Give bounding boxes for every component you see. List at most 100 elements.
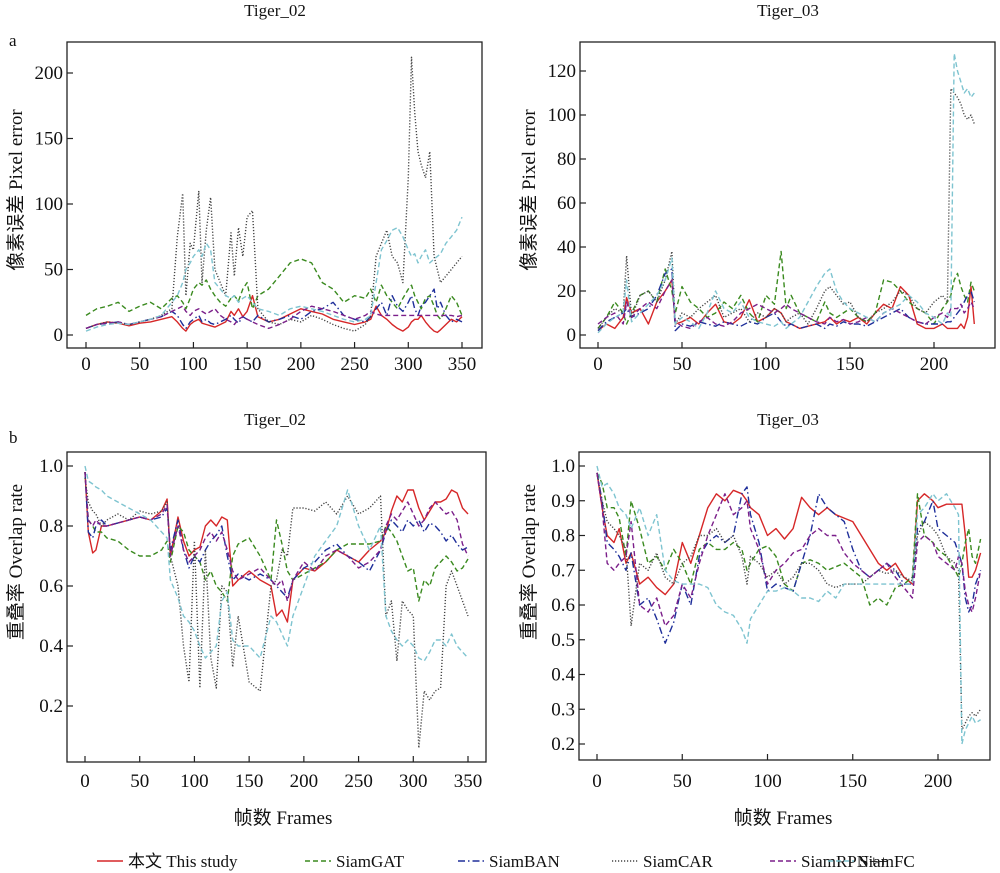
x-tick-label: 50 xyxy=(673,771,692,792)
series-group xyxy=(597,52,975,334)
series-line-siamfc xyxy=(597,52,975,334)
x-tick-label: 100 xyxy=(752,354,781,375)
chart-title: Tiger_03 xyxy=(757,1,819,20)
y-tick-label: 0.8 xyxy=(551,526,575,547)
x-tick-label: 0 xyxy=(592,771,602,792)
legend-label: SiamFC xyxy=(859,852,915,871)
x-tick-label: 350 xyxy=(454,771,483,792)
plot-area: 0 50 100 150 200 0 20 40 60 80 100 120 xyxy=(548,41,996,375)
panel-letter: a xyxy=(9,31,17,50)
series-line-siamgat xyxy=(85,258,463,320)
x-axis-label: 帧数 Frames xyxy=(734,807,833,829)
plot-area: 0 50 100 150 200 250 300 350 0.2 0.4 0.6 0.8 1.0 xyxy=(39,451,487,792)
y-axis-label: 重叠率 Overlap rate xyxy=(5,484,27,640)
series-line-siamrpn xyxy=(596,472,982,627)
panel-b-right-chart: Tiger_03 重叠率 Overlap rate 帧数 Frames 0 50 1… xyxy=(518,410,991,829)
chart-title: Tiger_02 xyxy=(244,410,306,429)
x-axis-label: 帧数 Frames xyxy=(234,807,333,829)
y-tick-label: 0.5 xyxy=(551,630,575,651)
plot-frame xyxy=(66,451,487,763)
y-tick-label: 0.7 xyxy=(551,560,575,581)
x-tick-label: 300 xyxy=(394,354,423,375)
y-tick-label: 50 xyxy=(44,260,63,281)
y-tick-label: 0 xyxy=(567,325,577,346)
y-tick-label: 0.6 xyxy=(39,576,63,597)
y-tick-label: 150 xyxy=(35,129,64,150)
legend-label: SiamBAN xyxy=(489,852,560,871)
x-tick-label: 50 xyxy=(673,354,692,375)
x-tick-label: 150 xyxy=(839,771,868,792)
x-tick-label: 150 xyxy=(233,354,262,375)
y-tick-label: 0.2 xyxy=(551,734,575,755)
y-tick-label: 200 xyxy=(35,63,64,84)
x-tick-label: 100 xyxy=(753,771,782,792)
y-tick-label: 0.2 xyxy=(39,696,63,717)
y-axis-label: 重叠率 Overlap rate xyxy=(518,484,540,640)
series-line-siamfc xyxy=(85,216,463,332)
x-tick-label: 250 xyxy=(340,354,369,375)
x-tick-label: 200 xyxy=(920,354,949,375)
plot-area: 0 50 100 150 200 0.2 0.3 0.4 0.5 0.6 0.7 0.8 0.9 1.0 xyxy=(551,451,991,792)
legend-label: SiamGAT xyxy=(336,852,405,871)
plot-frame xyxy=(66,41,483,349)
x-tick-label: 0 xyxy=(81,354,91,375)
legend-label: 本文 This study xyxy=(128,852,238,871)
series-line-siamban xyxy=(85,288,463,330)
chart-title: Tiger_03 xyxy=(757,410,819,429)
y-tick-label: 0.4 xyxy=(39,636,63,657)
x-tick-label: 150 xyxy=(235,771,264,792)
series-line-this_study xyxy=(84,471,469,623)
x-tick-label: 100 xyxy=(179,354,208,375)
series-line-siamcar xyxy=(85,56,463,332)
x-tick-label: 0 xyxy=(593,354,603,375)
series-line-siamcar xyxy=(596,472,982,731)
x-tick-label: 50 xyxy=(130,771,149,792)
panel-a-left-chart: Tiger_02 a 像素误差 Pixel error 0 50 100 150 200… xyxy=(5,1,483,375)
series-line-siamrpn xyxy=(85,305,463,330)
legend-item-this_study: 本文 This study xyxy=(97,852,238,871)
y-tick-label: 1.0 xyxy=(39,456,63,477)
series-line-siamgat xyxy=(597,250,975,329)
y-tick-label: 0.3 xyxy=(551,699,575,720)
y-tick-label: 0.4 xyxy=(551,665,575,686)
x-tick-label: 0 xyxy=(80,771,90,792)
x-tick-label: 300 xyxy=(399,771,428,792)
series-line-this_study xyxy=(597,279,975,332)
y-tick-label: 0.8 xyxy=(39,516,63,537)
y-tick-label: 100 xyxy=(35,194,64,215)
plot-frame xyxy=(579,41,996,349)
series-line-siamrpn xyxy=(597,279,975,330)
x-tick-label: 200 xyxy=(287,354,316,375)
panel-b-left-chart: Tiger_02 b 重叠率 Overlap rate 帧数 Frames 0 5… xyxy=(5,410,487,829)
y-tick-label: 80 xyxy=(557,149,576,170)
plot-frame xyxy=(578,451,991,761)
y-tick-label: 0.9 xyxy=(551,491,575,512)
y-tick-label: 120 xyxy=(548,61,577,82)
x-tick-label: 350 xyxy=(448,354,477,375)
series-line-siamgat xyxy=(84,471,469,602)
series-group xyxy=(596,465,982,745)
series-group xyxy=(85,56,463,334)
y-tick-label: 60 xyxy=(557,193,576,214)
series-group xyxy=(84,465,469,749)
y-tick-label: 40 xyxy=(557,237,576,258)
series-line-siamfc xyxy=(84,465,469,662)
x-tick-label: 200 xyxy=(290,771,319,792)
series-line-siamban xyxy=(597,268,975,332)
y-tick-label: 1.0 xyxy=(551,456,575,477)
legend: 本文 This study SiamGAT SiamBAN SiamCAR SiamRP… xyxy=(97,852,915,871)
series-line-siamfc xyxy=(596,465,981,745)
legend-item-siamcar: SiamCAR xyxy=(612,852,714,871)
chart-title: Tiger_02 xyxy=(244,1,306,20)
series-line-siamrpn xyxy=(84,471,469,602)
panel-letter: b xyxy=(9,428,18,447)
series-line-this_study xyxy=(596,472,982,596)
y-tick-label: 0 xyxy=(54,325,64,346)
x-tick-label: 100 xyxy=(180,771,209,792)
series-line-siamban xyxy=(596,472,982,644)
y-tick-label: 20 xyxy=(557,281,576,302)
x-tick-label: 50 xyxy=(130,354,149,375)
x-tick-label: 150 xyxy=(836,354,865,375)
legend-item-siamban: SiamBAN xyxy=(458,852,560,871)
